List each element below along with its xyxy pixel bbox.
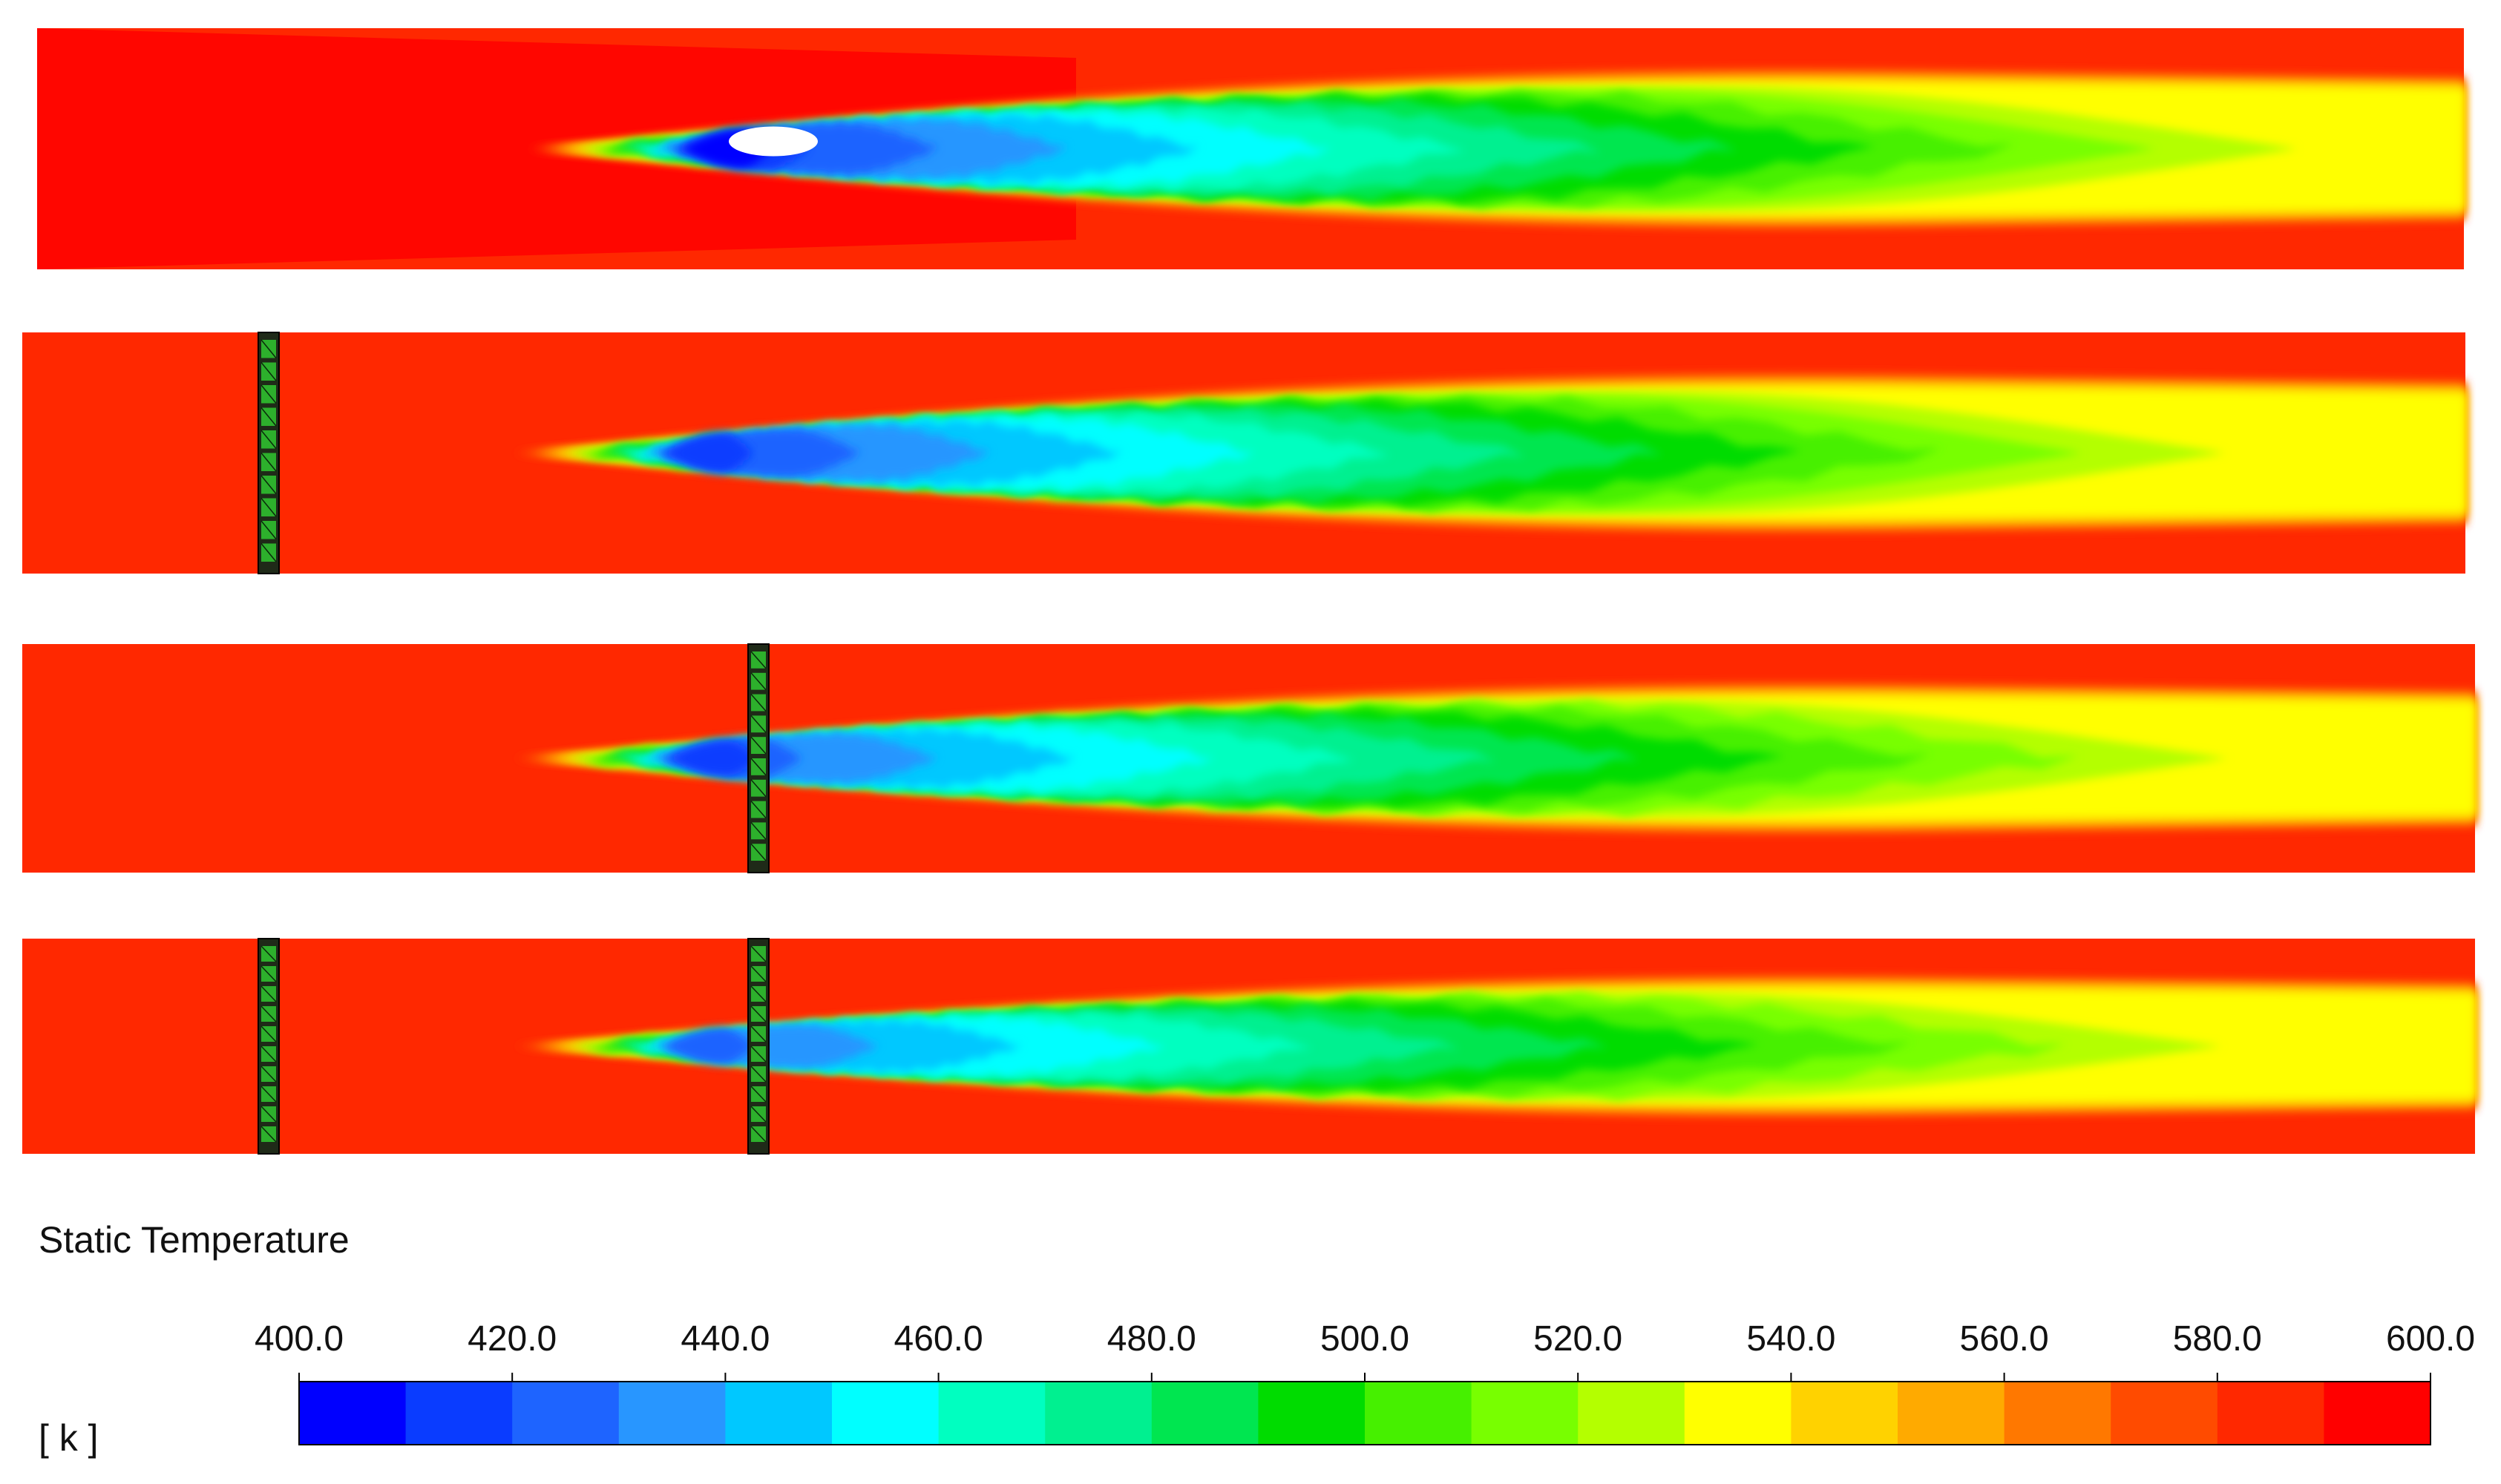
colorbar-tick-label: 580.0 (2173, 1319, 2262, 1359)
isotherm-band (668, 739, 758, 778)
colorbar-legend: Static Temperature [ k ] 400.0 420.0 440.0… (39, 1219, 2475, 1459)
colorbar-tick-label: 560.0 (1960, 1319, 2049, 1359)
swirler-block-mid (747, 938, 770, 1155)
colorbar-tick-label: 600.0 (2386, 1319, 2475, 1359)
colorbar-band (2324, 1382, 2431, 1445)
colorbar-band (2111, 1382, 2218, 1445)
colorbar-ticks: 400.0 420.0 440.0 460.0 480.0 500.0 520.0 540.0… (255, 1319, 2475, 1382)
colorbar-tick-label: 540.0 (1746, 1319, 1835, 1359)
colorbar-band (1365, 1382, 1472, 1445)
colorbar-band (1684, 1382, 1792, 1445)
colorbar-tick-label: 500.0 (1320, 1319, 1409, 1359)
colorbar-band (405, 1382, 513, 1445)
colorbar-band (1045, 1382, 1153, 1445)
contour-panel-4 (22, 938, 2476, 1155)
colorbar-band (2217, 1382, 2324, 1445)
colorbar-band (512, 1382, 620, 1445)
contour-panel-1 (37, 28, 2465, 269)
contour-panel-2 (22, 332, 2466, 574)
colorbar-band (938, 1382, 1046, 1445)
legend-title: Static Temperature (39, 1219, 350, 1261)
colorbar-tick-label: 520.0 (1533, 1319, 1622, 1359)
colorbar-band (2004, 1382, 2111, 1445)
swirler-block-upstream (258, 332, 280, 574)
swirler-block-mid (747, 643, 770, 873)
contour-panel-3 (22, 643, 2476, 873)
colorbar-band (725, 1382, 833, 1445)
out-of-range-region (729, 126, 818, 157)
colorbar-band (1151, 1382, 1259, 1445)
colorbar-tick-label: 480.0 (1107, 1319, 1196, 1359)
colorbar-tick-label: 440.0 (681, 1319, 770, 1359)
colorbar-band (299, 1382, 407, 1445)
colorbar-tick-label: 400.0 (255, 1319, 344, 1359)
colorbar-tick-label: 460.0 (894, 1319, 983, 1359)
isotherm-band (663, 430, 754, 475)
isotherm-band (663, 1026, 754, 1066)
legend-unit: [ k ] (39, 1417, 99, 1459)
colorbar-tick-label: 420.0 (468, 1319, 557, 1359)
colorbar-band (1471, 1382, 1579, 1445)
colorbar-band (1898, 1382, 2005, 1445)
swirler-block-upstream (258, 938, 280, 1155)
colorbar-band (1578, 1382, 1685, 1445)
colorbar-bands (299, 1382, 2431, 1445)
colorbar-band (618, 1382, 726, 1445)
colorbar-band (1258, 1382, 1366, 1445)
colorbar-band (1791, 1382, 1898, 1445)
colorbar-band (832, 1382, 940, 1445)
